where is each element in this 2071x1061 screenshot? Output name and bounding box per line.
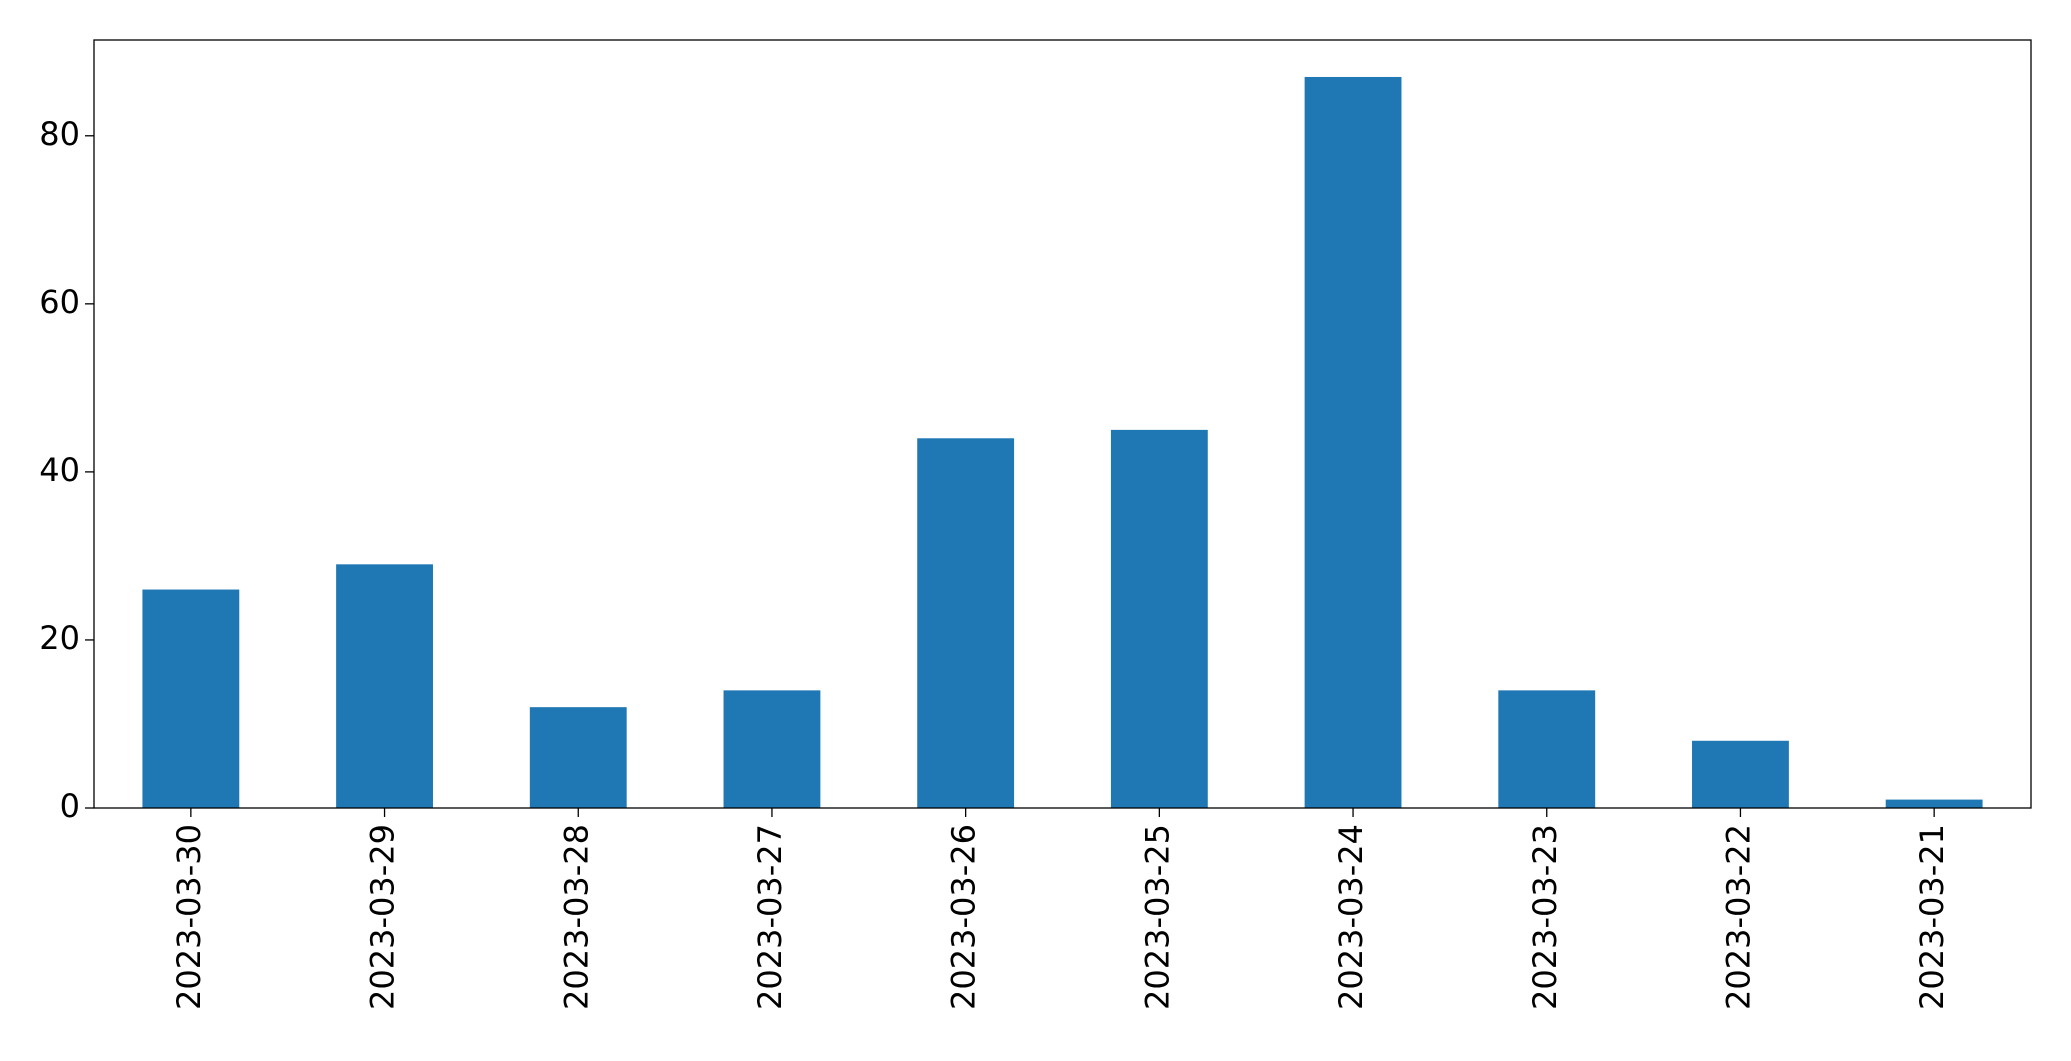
y-tick-label: 20 bbox=[39, 619, 80, 657]
y-tick-label: 0 bbox=[60, 787, 80, 825]
x-tick-label: 2023-03-22 bbox=[1719, 824, 1757, 1010]
plot-frame bbox=[93, 39, 2032, 809]
x-tick-label: 2023-03-30 bbox=[170, 824, 208, 1010]
bar bbox=[1498, 690, 1596, 808]
bar bbox=[336, 564, 433, 808]
y-tick-label: 60 bbox=[39, 283, 80, 321]
bar bbox=[1885, 799, 1983, 808]
bar bbox=[723, 690, 821, 808]
bar bbox=[142, 589, 240, 808]
x-tick-label: 2023-03-21 bbox=[1913, 824, 1951, 1010]
x-tick-label: 2023-03-24 bbox=[1332, 824, 1370, 1010]
x-tick-label: 2023-03-27 bbox=[751, 824, 789, 1010]
x-tick-label: 2023-03-29 bbox=[364, 824, 402, 1010]
bar bbox=[1110, 429, 1208, 808]
y-tick-label: 40 bbox=[39, 451, 80, 489]
x-tick-label: 2023-03-28 bbox=[557, 824, 595, 1010]
x-tick-label: 2023-03-23 bbox=[1526, 824, 1564, 1010]
bar bbox=[1692, 740, 1789, 808]
bar bbox=[1304, 76, 1402, 808]
x-tick-label: 2023-03-25 bbox=[1138, 824, 1176, 1010]
bar bbox=[917, 438, 1015, 808]
y-tick-label: 80 bbox=[39, 115, 80, 153]
x-tick-label: 2023-03-26 bbox=[945, 824, 983, 1010]
bar bbox=[529, 707, 627, 808]
